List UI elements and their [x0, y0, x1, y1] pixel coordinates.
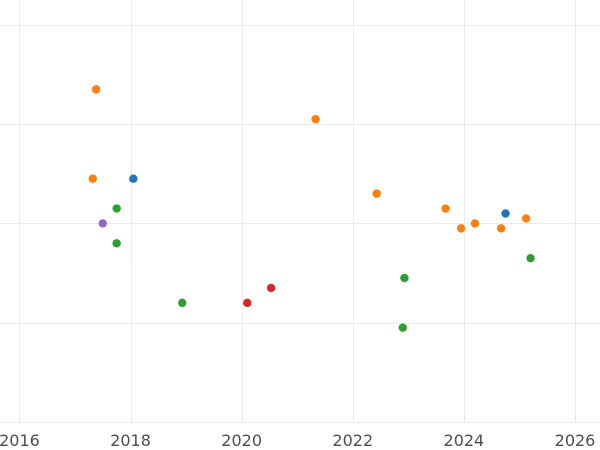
data-point: [400, 273, 409, 283]
x-tick-label: 2022: [332, 431, 373, 450]
data-point: [526, 253, 535, 263]
data-point: [398, 323, 407, 332]
x-tick-label: 2016: [0, 431, 40, 450]
data-point: [98, 219, 107, 228]
data-point: [456, 224, 466, 233]
x-tick-label: 2018: [110, 431, 151, 450]
data-point: [372, 189, 381, 198]
data-point: [496, 224, 506, 233]
data-point: [112, 239, 121, 248]
data-point: [178, 298, 187, 308]
data-point: [441, 204, 450, 213]
y-gridlines: [0, 25, 600, 423]
data-point: [311, 114, 320, 124]
x-gridlines: [19, 0, 576, 422]
data-point: [88, 174, 97, 183]
data-point: [266, 283, 276, 293]
x-tick-labels: 2016 2018 2020 2022 2024 2026: [0, 431, 595, 450]
data-point: [243, 298, 252, 308]
x-tick-label: 2020: [221, 431, 262, 450]
data-point: [112, 204, 121, 213]
x-tick-label: 2026: [555, 431, 596, 450]
data-point: [521, 214, 531, 223]
data-point: [91, 85, 101, 94]
data-point: [470, 219, 480, 228]
data-points: [88, 85, 535, 332]
data-point: [501, 209, 510, 218]
x-tick-label: 2024: [444, 431, 485, 450]
data-point: [129, 174, 138, 183]
